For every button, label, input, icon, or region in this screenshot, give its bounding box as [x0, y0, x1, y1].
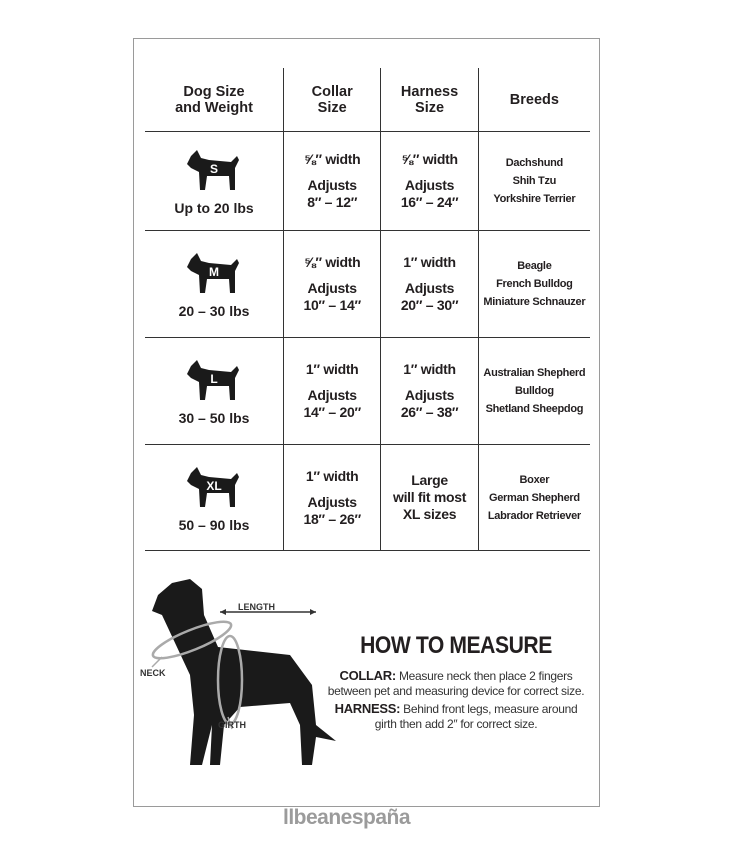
collar-size-cell: ⅝″ width Adjusts 8″ – 12″	[283, 131, 381, 231]
harness-width: 1″ width	[403, 361, 456, 377]
length-label: LENGTH	[238, 602, 275, 612]
harness-width: 1″ width	[403, 254, 456, 270]
breed: Boxer	[519, 473, 550, 486]
harness-width: ⅝″ width	[401, 151, 458, 167]
breed: Miniature Schnauzer	[483, 296, 586, 308]
dog-silhouette-icon: M	[187, 253, 239, 293]
harness-size-cell: 1″ width Adjusts 20″ – 30″	[380, 230, 479, 338]
table-row: M 20 – 30 lbs ⅝″ width Adjusts 10″ – 14″ …	[145, 230, 590, 338]
table-row: L 30 – 50 lbs 1″ width Adjusts 14″ – 20″ …	[145, 337, 590, 445]
breed: Beagle	[517, 260, 552, 272]
dog-size-cell: M 20 – 30 lbs	[145, 230, 284, 338]
dog-silhouette	[152, 579, 336, 765]
weight-range: Up to 20 lbs	[174, 200, 254, 216]
svg-text:M: M	[209, 265, 219, 279]
header-dog-size: Dog Size and Weight	[145, 68, 284, 132]
dog-silhouette-icon: XL	[187, 466, 239, 507]
breeds-cell: Boxer German Shepherd Labrador Retriever	[477, 444, 590, 551]
breed: Dachshund	[505, 157, 564, 169]
collar-adjust: Adjusts 18″ – 26″	[303, 493, 361, 527]
svg-text:L: L	[210, 372, 217, 386]
harness-size-cell: 1″ width Adjusts 26″ – 38″	[380, 337, 479, 445]
harness-size-cell: Large will fit most XL sizes	[380, 444, 479, 551]
collar-width: 1″ width	[305, 467, 359, 484]
svg-text:XL: XL	[206, 479, 221, 493]
weight-range: 30 – 50 lbs	[178, 410, 250, 426]
harness-size-cell: ⅝″ width Adjusts 16″ – 24″	[380, 131, 479, 231]
weight-range: 50 – 90 lbs	[178, 516, 250, 533]
breed: Yorkshire Terrier	[493, 193, 576, 205]
dog-size-cell: L 30 – 50 lbs	[145, 337, 284, 445]
header-breeds: Breeds	[477, 68, 590, 132]
collar-size-cell: ⅝″ width Adjusts 10″ – 14″	[283, 230, 381, 338]
breed: Australian Shepherd	[483, 367, 586, 379]
collar-size-cell: 1″ width Adjusts 18″ – 26″	[283, 444, 381, 551]
header-collar-size: Collar Size	[283, 68, 381, 132]
weight-range: 20 – 30 lbs	[178, 303, 250, 319]
collar-width: ⅝″ width	[303, 254, 361, 270]
breeds-cell: Dachshund Shih Tzu Yorkshire Terrier	[477, 131, 590, 231]
breeds-cell: Beagle French Bulldog Miniature Schnauzer	[477, 230, 590, 338]
dog-size-cell: XL 50 – 90 lbs	[145, 444, 284, 551]
collar-width: 1″ width	[305, 361, 359, 377]
size-chart-frame	[133, 38, 600, 807]
dog-size-cell: S Up to 20 lbs	[145, 131, 284, 231]
collar-adjust: Adjusts 10″ – 14″	[303, 280, 361, 313]
breed: French Bulldog	[496, 278, 573, 290]
size-table: Dog Size and Weight Collar Size Harness …	[145, 68, 590, 551]
how-to-title: HOW TO MEASURE	[360, 632, 552, 659]
table-header: Dog Size and Weight Collar Size Harness …	[145, 68, 590, 132]
how-to-measure: HOW TO MEASURE COLLAR: Measure neck then…	[325, 632, 587, 734]
harness-adjust: Adjusts 16″ – 24″	[400, 177, 459, 210]
great-dane-measure-diagram	[151, 579, 336, 765]
table-row: S Up to 20 lbs ⅝″ width Adjusts 8″ – 12″ …	[145, 131, 590, 231]
harness-adjust: Adjusts 20″ – 30″	[400, 280, 459, 313]
svg-text:S: S	[210, 162, 218, 176]
watermark: llbeanespaña	[283, 806, 411, 829]
neck-loop	[151, 620, 233, 660]
header-harness-size: Harness Size	[380, 68, 479, 132]
harness-adjust: Large will fit most XL sizes	[392, 472, 467, 522]
collar-width: ⅝″ width	[303, 151, 361, 167]
girth-label: GIRTH	[218, 720, 246, 730]
dog-silhouette-icon: S	[187, 150, 239, 190]
breed: German Shepherd	[488, 491, 580, 504]
table-row: XL 50 – 90 lbs 1″ width Adjusts 18″ – 26″…	[145, 444, 590, 551]
dog-silhouette-icon: L	[187, 360, 239, 400]
neck-label: NECK	[140, 668, 166, 678]
breed: Shih Tzu	[512, 175, 557, 187]
collar-instructions: COLLAR: Measure neck then place 2 finger…	[327, 668, 585, 698]
breeds-cell: Australian Shepherd Bulldog Shetland Sheep…	[477, 337, 590, 445]
collar-adjust: Adjusts 14″ – 20″	[303, 387, 361, 420]
collar-adjust: Adjusts 8″ – 12″	[307, 177, 358, 210]
harness-adjust: Adjusts 26″ – 38″	[400, 387, 459, 420]
harness-instructions: HARNESS: Behind front legs, measure arou…	[334, 701, 578, 731]
breed: Shetland Sheepdog	[485, 403, 584, 415]
collar-size-cell: 1″ width Adjusts 14″ – 20″	[283, 337, 381, 445]
breed: Bulldog	[514, 385, 554, 397]
breed: Labrador Retriever	[487, 509, 581, 522]
